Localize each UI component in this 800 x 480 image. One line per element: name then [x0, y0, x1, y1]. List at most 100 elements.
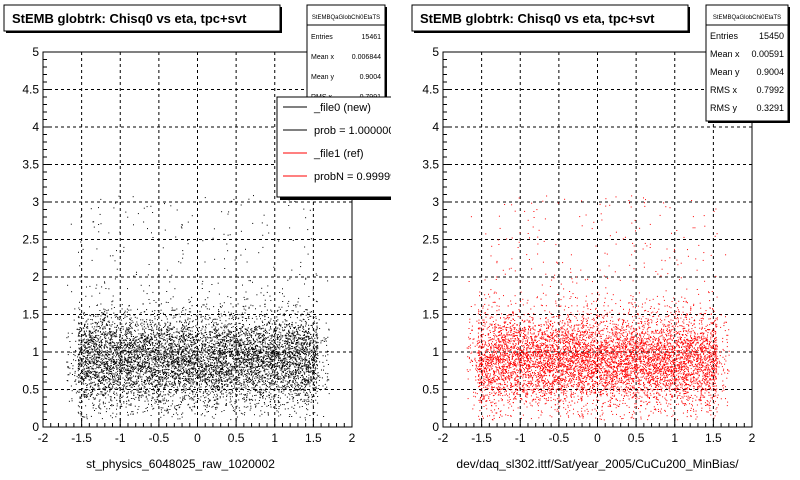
data-point — [156, 399, 158, 401]
data-point — [232, 338, 234, 340]
data-point — [322, 355, 324, 357]
data-point — [201, 344, 203, 346]
data-point — [159, 343, 160, 345]
data-point — [305, 341, 307, 343]
data-point — [246, 340, 248, 342]
data-point — [327, 350, 328, 352]
data-point — [198, 333, 199, 335]
data-point — [91, 340, 93, 342]
data-point — [171, 383, 173, 385]
data-point — [208, 394, 210, 395]
data-point — [162, 398, 164, 400]
data-point — [281, 390, 283, 392]
data-point — [131, 334, 133, 336]
data-point — [238, 350, 240, 352]
data-point — [194, 350, 196, 352]
data-point — [205, 378, 207, 380]
data-point — [313, 330, 315, 332]
data-point — [208, 342, 210, 344]
data-point — [266, 352, 268, 354]
data-point — [266, 373, 268, 375]
data-point — [78, 334, 79, 336]
data-point — [98, 346, 100, 348]
data-point — [195, 319, 197, 321]
data-point — [306, 343, 308, 345]
data-point — [274, 349, 276, 351]
data-point — [289, 325, 290, 327]
data-point — [175, 391, 177, 393]
data-point — [260, 360, 262, 362]
data-point — [238, 407, 240, 409]
data-point — [103, 380, 105, 382]
data-point — [254, 346, 256, 347]
data-point — [286, 354, 288, 356]
data-point — [99, 341, 101, 343]
data-point — [325, 372, 327, 374]
data-point — [177, 351, 179, 353]
data-point — [312, 412, 314, 414]
data-point — [155, 349, 157, 351]
data-point — [204, 402, 205, 404]
data-point — [299, 371, 301, 372]
data-point — [293, 390, 294, 392]
data-point — [213, 363, 215, 364]
data-point — [158, 350, 160, 352]
data-point — [108, 374, 110, 376]
data-point — [119, 357, 121, 359]
data-point — [139, 337, 141, 339]
data-point — [288, 352, 290, 354]
data-point — [201, 343, 203, 345]
data-point — [138, 387, 140, 389]
data-point — [177, 363, 179, 365]
data-point — [149, 302, 151, 304]
data-point — [218, 334, 220, 336]
data-point — [129, 389, 131, 390]
data-point — [157, 347, 159, 349]
data-point — [177, 377, 179, 379]
data-point — [292, 400, 294, 402]
data-point — [218, 382, 220, 384]
data-point — [169, 333, 171, 335]
data-point — [191, 372, 192, 373]
data-point — [167, 385, 169, 387]
data-point — [241, 383, 243, 385]
data-point — [101, 359, 103, 361]
data-point — [259, 396, 261, 398]
data-point — [195, 339, 197, 341]
data-point — [179, 365, 181, 367]
data-point — [225, 357, 227, 359]
data-point — [186, 362, 188, 363]
data-point — [146, 378, 148, 380]
data-point — [84, 333, 86, 335]
data-point — [298, 369, 300, 371]
data-point — [223, 377, 225, 379]
data-point — [260, 292, 262, 294]
data-point — [279, 397, 281, 399]
data-point — [107, 316, 109, 318]
data-point — [218, 332, 220, 334]
data-point — [315, 316, 317, 318]
data-point — [230, 381, 232, 383]
data-point — [165, 394, 167, 396]
data-point — [187, 343, 189, 345]
data-point — [271, 356, 273, 358]
data-point — [315, 354, 317, 356]
data-point — [111, 357, 113, 359]
data-point — [180, 352, 182, 354]
data-point — [237, 318, 239, 320]
data-point — [156, 334, 158, 336]
data-point — [165, 323, 167, 325]
data-point — [98, 372, 100, 374]
data-point — [286, 343, 288, 345]
data-point — [222, 366, 224, 368]
data-point — [105, 361, 107, 363]
data-point — [262, 392, 264, 394]
data-point — [235, 376, 237, 377]
data-point — [203, 371, 205, 373]
data-point — [289, 315, 290, 316]
data-point — [135, 383, 137, 385]
data-point — [219, 396, 221, 398]
data-point — [179, 383, 181, 385]
data-point — [292, 374, 294, 376]
data-point — [316, 328, 318, 330]
